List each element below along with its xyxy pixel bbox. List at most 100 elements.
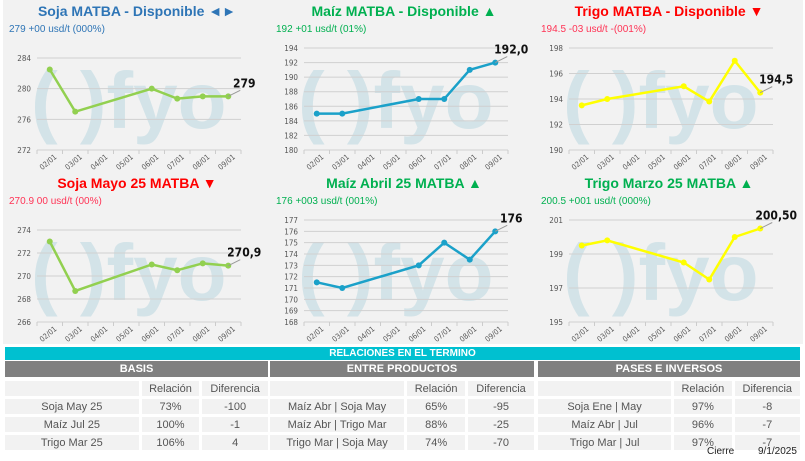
row-label: Soja Ene | May bbox=[538, 399, 672, 414]
y-tick-label: 272 bbox=[17, 146, 31, 155]
row-label: Maíz Jul 25 bbox=[5, 417, 139, 432]
data-point bbox=[706, 276, 713, 283]
diferencia-value: -7 bbox=[734, 417, 800, 432]
y-tick-label: 171 bbox=[284, 284, 298, 293]
y-tick-label: 174 bbox=[284, 250, 298, 259]
data-point bbox=[441, 96, 448, 102]
chart-title: Maíz Abril 25 MATBA ▲ bbox=[326, 175, 482, 191]
x-tick-label: 06/01 bbox=[407, 152, 428, 171]
y-tick-label: 175 bbox=[284, 239, 298, 248]
x-tick-label: 07/01 bbox=[165, 152, 186, 171]
x-tick-label: 02/01 bbox=[305, 152, 326, 171]
row-label: Soja May 25 bbox=[5, 399, 139, 414]
data-point bbox=[441, 239, 448, 246]
table-row: Maíz Abr | Soja May 65% -95 bbox=[270, 399, 534, 414]
row-label: Maíz Abr | Soja May bbox=[270, 399, 405, 414]
col-diferencia: Diferencia bbox=[734, 381, 800, 396]
x-tick-label: 07/01 bbox=[432, 152, 453, 171]
table-row: Trigo Mar | Soja May 74% -70 bbox=[270, 435, 534, 450]
relaciones-title: RELACIONES EN EL TERMINO bbox=[5, 347, 800, 360]
data-point bbox=[148, 261, 155, 268]
x-tick-label: 04/01 bbox=[89, 152, 110, 171]
relacion-value: 74% bbox=[407, 435, 466, 450]
y-tick-label: 198 bbox=[549, 44, 563, 53]
x-tick-label: 07/01 bbox=[165, 324, 186, 343]
chart-title: Trigo Marzo 25 MATBA ▲ bbox=[584, 175, 754, 191]
chart-subtitle: 176 +003 usd/t (001%) bbox=[276, 196, 378, 207]
x-tick-label: 03/01 bbox=[63, 324, 84, 343]
data-point bbox=[339, 285, 346, 291]
y-tick-label: 280 bbox=[17, 85, 31, 94]
chart-panel: ( )fyo 272 276 280 284 02/01 03/01 04/01 05/01 06… bbox=[3, 0, 271, 172]
table-row: Maíz Abr | Jul 96% -7 bbox=[538, 417, 800, 432]
row-label: Trigo Mar | Soja May bbox=[270, 435, 405, 450]
x-tick-label: 09/01 bbox=[748, 152, 769, 171]
col-relacion: Relación bbox=[141, 381, 200, 396]
chart-subtitle: 200.5 +001 usd/t (000%) bbox=[541, 196, 651, 207]
x-tick-label: 05/01 bbox=[114, 152, 135, 171]
y-tick-label: 199 bbox=[549, 250, 563, 259]
y-tick-label: 201 bbox=[549, 216, 563, 225]
x-tick-label: 06/01 bbox=[140, 152, 161, 171]
data-point bbox=[46, 238, 53, 245]
data-point bbox=[339, 110, 346, 117]
data-point bbox=[72, 287, 79, 294]
label-leader bbox=[228, 259, 241, 267]
x-tick-label: 03/01 bbox=[595, 152, 616, 171]
diferencia-value: -1 bbox=[202, 417, 268, 432]
data-point bbox=[731, 234, 738, 240]
row-label: Trigo Mar 25 bbox=[5, 435, 139, 450]
data-point bbox=[680, 259, 687, 266]
last-value-label: 270,9 bbox=[227, 246, 261, 260]
fyo-watermark-logo: ( )fyo bbox=[563, 56, 759, 145]
y-tick-label: 266 bbox=[17, 318, 31, 327]
chart-panel: ( )fyo 180 182 184 186 188 190 192 194 02/01 03/01… bbox=[270, 0, 538, 172]
data-point bbox=[731, 57, 738, 64]
fyo-watermark-logo: ( )fyo bbox=[298, 56, 494, 145]
data-point bbox=[199, 260, 206, 267]
fyo-watermark-logo: ( )fyo bbox=[31, 56, 227, 145]
series-line bbox=[316, 230, 497, 290]
row-label: Trigo Mar | Jul bbox=[538, 435, 672, 450]
y-tick-label: 172 bbox=[284, 273, 298, 282]
data-point bbox=[604, 237, 611, 244]
x-tick-label: 02/01 bbox=[305, 324, 326, 343]
y-tick-label: 180 bbox=[284, 146, 298, 155]
x-tick-label: 08/01 bbox=[458, 324, 479, 343]
label-leader bbox=[760, 86, 773, 94]
y-tick-label: 270 bbox=[17, 272, 31, 281]
relacion-value: 100% bbox=[141, 417, 200, 432]
x-tick-label: 02/01 bbox=[570, 152, 591, 171]
x-tick-label: 07/01 bbox=[697, 324, 718, 343]
chart-subtitle: 270.9 00 usd/t (00%) bbox=[9, 196, 102, 207]
table-header-row: Relación Diferencia bbox=[538, 381, 800, 396]
col-diferencia: Diferencia bbox=[468, 381, 534, 396]
series-line bbox=[581, 227, 761, 282]
x-tick-label: 03/01 bbox=[330, 152, 351, 171]
x-tick-label: 05/01 bbox=[646, 324, 667, 343]
label-leader bbox=[760, 222, 773, 229]
x-tick-label: 08/01 bbox=[191, 324, 212, 343]
y-tick-label: 195 bbox=[549, 318, 563, 327]
last-value-label: 176 bbox=[500, 211, 523, 225]
last-value-label: 200,50 bbox=[755, 209, 797, 223]
series-line bbox=[48, 68, 229, 114]
x-tick-label: 06/01 bbox=[672, 324, 693, 343]
relations-table: Relación Diferencia Maíz Abr | Soja May 65%… bbox=[267, 378, 537, 453]
x-tick-label: 07/01 bbox=[432, 324, 453, 343]
x-tick-label: 05/01 bbox=[646, 152, 667, 171]
diferencia-value: -8 bbox=[734, 399, 800, 414]
x-tick-label: 05/01 bbox=[114, 324, 135, 343]
y-tick-label: 168 bbox=[284, 318, 298, 327]
empty-header bbox=[270, 381, 405, 396]
row-label: Maíz Abr | Trigo Mar bbox=[270, 417, 405, 432]
footer-label: Cierre bbox=[707, 446, 735, 457]
y-tick-label: 274 bbox=[17, 226, 31, 235]
data-point bbox=[174, 267, 181, 274]
fyo-watermark-logo: ( )fyo bbox=[563, 228, 759, 317]
last-value-label: 279 bbox=[233, 76, 256, 90]
relacion-value: 106% bbox=[141, 435, 200, 450]
chart-title: Soja MATBA - Disponible ◄► bbox=[37, 3, 237, 19]
data-point bbox=[313, 110, 320, 117]
data-point bbox=[72, 108, 79, 115]
